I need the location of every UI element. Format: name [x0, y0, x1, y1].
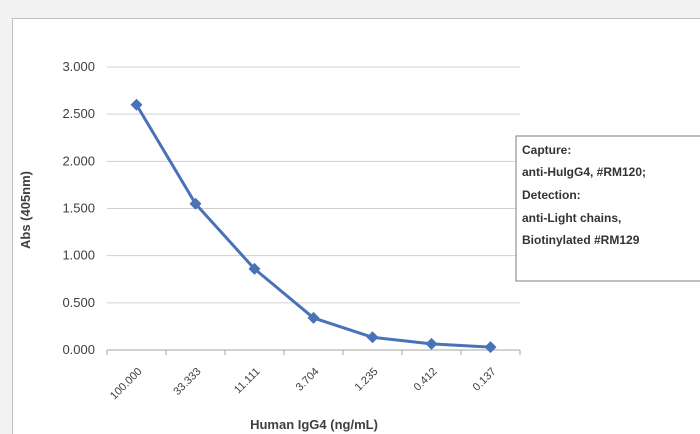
y-tick-label: 1.500 — [62, 201, 95, 216]
annotation-line-4: anti-Light chains, — [522, 211, 621, 225]
annotation-line-5: Biotinylated #RM129 — [522, 233, 640, 247]
y-tick-label: 3.000 — [62, 59, 95, 74]
data-point-marker — [189, 197, 202, 210]
data-point-marker — [366, 331, 379, 344]
y-tick-label: 2.000 — [62, 153, 95, 168]
x-tick-label: 0.412 — [412, 366, 440, 394]
y-tick-label: 1.000 — [62, 248, 95, 263]
annotation-line-2: anti-HuIgG4, #RM120; — [522, 165, 646, 179]
x-tick-label: 33.333 — [171, 366, 203, 398]
data-point-marker — [130, 98, 143, 111]
x-tick-label: 11.111 — [232, 366, 263, 397]
x-tick-label: 0.137 — [471, 366, 499, 394]
x-tick-label: 3.704 — [294, 366, 322, 394]
x-axis: 100.000 33.333 11.111 3.704 1.235 0.412 0.137 — [106, 350, 521, 403]
series-layer — [130, 98, 497, 354]
data-point-marker — [248, 262, 261, 275]
y-tick-label: 0.500 — [62, 295, 95, 310]
data-point-marker — [307, 311, 320, 324]
series-line — [135, 103, 491, 349]
annotation-line-1: Capture: — [522, 143, 571, 157]
data-point-marker — [484, 341, 497, 354]
gridlines — [107, 66, 520, 351]
x-tick-label: 100.000 — [108, 366, 145, 403]
x-tick-label: 1.235 — [353, 366, 381, 394]
annotation-box: Capture: anti-HuIgG4, #RM120; Detection:… — [515, 135, 700, 282]
y-axis-title: Abs (405nm) — [18, 171, 33, 249]
data-point-marker — [425, 337, 438, 350]
y-tick-label: 0.000 — [62, 342, 95, 357]
annotation-line-3: Detection: — [522, 188, 581, 202]
y-tick-label: 2.500 — [62, 106, 95, 121]
x-axis-title: Human IgG4 (ng/mL) — [250, 417, 378, 432]
y-axis: 0.000 0.500 1.000 1.500 2.000 2.500 3.000 — [62, 59, 95, 357]
